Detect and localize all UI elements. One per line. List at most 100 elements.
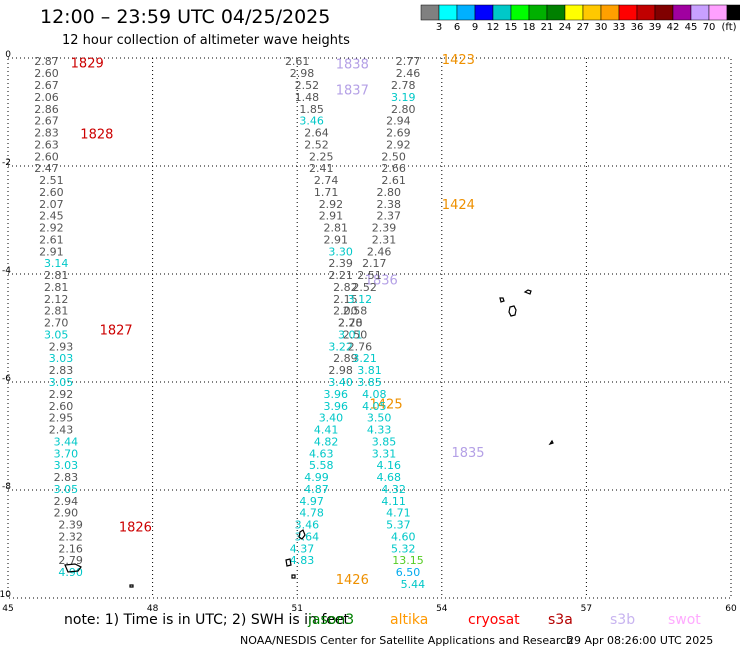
wave-height-point: 2.92: [386, 138, 411, 151]
wave-height-point: 2.90: [54, 507, 79, 520]
colorbar-unit-label: (ft): [721, 22, 736, 33]
wave-height-point: 4.32: [381, 483, 406, 496]
wave-height-point: 3.85: [357, 376, 382, 389]
y-tick-label: 0: [5, 50, 11, 60]
colorbar-swatch: [492, 4, 512, 21]
wave-height-point: 2.60: [49, 400, 74, 413]
colorbar-swatch: [654, 4, 674, 21]
colorbar-label: 15: [505, 22, 518, 33]
wave-height-point: 6.50: [396, 566, 421, 579]
colorbar-swatch: [618, 4, 638, 21]
wave-height-point: 4.60: [391, 530, 416, 543]
colorbar-label: 27: [577, 22, 590, 33]
wave-height-point: 3.03: [54, 459, 79, 472]
wave-height-point: 4.63: [309, 447, 334, 460]
colorbar-swatch: [474, 4, 494, 21]
pass-time-label: 1838: [336, 57, 369, 72]
wave-height-point: 3.05: [49, 376, 74, 389]
wave-height-point: 2.52: [295, 79, 320, 92]
wave-height-point: 2.07: [39, 198, 64, 211]
wave-height-point: 3.46: [299, 115, 324, 128]
wave-height-point: 2.83: [34, 127, 59, 140]
wave-height-point: 2.60: [39, 186, 64, 199]
wave-height-point: 2.70: [44, 317, 69, 330]
wave-height-point: 2.37: [377, 210, 402, 223]
wave-height-point: 3.46: [295, 519, 320, 532]
wave-height-point: 3.40: [319, 412, 344, 425]
wave-height-point: 3.30: [328, 245, 353, 258]
y-tick-label: -6: [2, 374, 11, 384]
wave-height-point: 2.81: [324, 222, 349, 235]
wave-height-point: 2.95: [49, 412, 74, 425]
wave-height-point: 3.05: [54, 483, 79, 496]
x-tick-label: 60: [725, 604, 737, 614]
wave-height-point: 4.16: [377, 459, 402, 472]
wave-height-point: 2.94: [54, 495, 79, 508]
chart-title: 12:00 – 23:59 UTC 04/25/2025: [40, 6, 331, 28]
x-tick-label: 54: [436, 604, 448, 614]
wave-height-point: 1.85: [299, 103, 324, 116]
footnote: note: 1) Time is in UTC; 2) SWH is in fe…: [64, 612, 350, 628]
wave-height-point: 4.97: [299, 495, 324, 508]
wave-height-point: 4.05: [362, 400, 387, 413]
wave-height-point: 2.38: [377, 198, 402, 211]
wave-height-point: 2.81: [44, 305, 69, 318]
pass-time-label: 1827: [100, 324, 133, 339]
colorbar-swatch: [726, 4, 740, 21]
pass-time-label: 1424: [442, 198, 475, 213]
wave-height-point: 3.96: [324, 388, 349, 401]
colorbar-label: 45: [685, 22, 698, 33]
colorbar-swatch: [636, 4, 656, 21]
coastline-shape: [508, 305, 517, 317]
wave-height-point: 3.03: [49, 352, 74, 365]
colorbar-swatch: [456, 4, 476, 21]
wave-height-point: 2.60: [34, 67, 59, 80]
colorbar-label: 33: [613, 22, 626, 33]
coastline-shape: [523, 289, 532, 295]
colorbar-swatch: [546, 4, 566, 21]
wave-height-point: 2.52: [304, 138, 329, 151]
wave-height-point: 2.20: [338, 317, 363, 330]
wave-height-point: 2.77: [396, 55, 421, 68]
wave-height-point: 2.46: [396, 67, 421, 80]
wave-height-point: 2.80: [391, 103, 416, 116]
satellite-legend: jason3 altika cryosat s3a s3b swot: [0, 612, 740, 632]
colorbar-label: 21: [541, 22, 554, 33]
wave-height-point: 3.22: [328, 340, 353, 353]
pass-time-label: 1426: [336, 573, 369, 588]
wave-height-point: 2.98: [290, 67, 315, 80]
colorbar-label: 36: [631, 22, 644, 33]
wave-height-point: 2.82: [333, 281, 358, 294]
wave-height-point: 2.17: [362, 257, 387, 270]
colorbar-label: 18: [523, 22, 536, 33]
wave-height-point: 2.15: [333, 293, 358, 306]
wave-height-point: 3.01: [338, 328, 363, 341]
pass-time-label: 1423: [442, 53, 475, 68]
wave-height-point: 2.46: [367, 245, 392, 258]
wave-height-point: 4.83: [290, 554, 315, 567]
wave-height-point: 4.11: [381, 495, 406, 508]
wave-height-point: 2.32: [58, 530, 83, 543]
wave-height-point: 2.81: [44, 269, 69, 282]
wave-height-point: 2.93: [49, 340, 74, 353]
credit-line: NOAA/NESDIS Center for Satellite Applica…: [240, 634, 574, 647]
colorbar-swatch: [510, 4, 530, 21]
colorbar-label: 70: [703, 22, 716, 33]
x-tick-label: 48: [147, 604, 159, 614]
wave-height-point: 2.61: [381, 174, 406, 187]
wave-height-point: 3.14: [44, 257, 69, 270]
wave-height-point: 2.51: [39, 174, 64, 187]
wave-height-point: 2.21: [328, 269, 353, 282]
wave-height-point: 2.86: [34, 103, 59, 116]
colorbar-label: 30: [595, 22, 608, 33]
satellite-legend-entry: s3b: [610, 612, 636, 628]
wave-height-point: 2.12: [44, 293, 69, 306]
wave-height-point: 2.91: [324, 233, 349, 246]
wave-height-point: 2.66: [381, 162, 406, 175]
wave-height-point: 3.70: [54, 447, 79, 460]
wave-height-point: 2.39: [372, 222, 397, 235]
wave-height-point: 2.94: [386, 115, 411, 128]
y-tick-label: -8: [2, 482, 11, 492]
wave-height-point: 2.83: [49, 364, 74, 377]
